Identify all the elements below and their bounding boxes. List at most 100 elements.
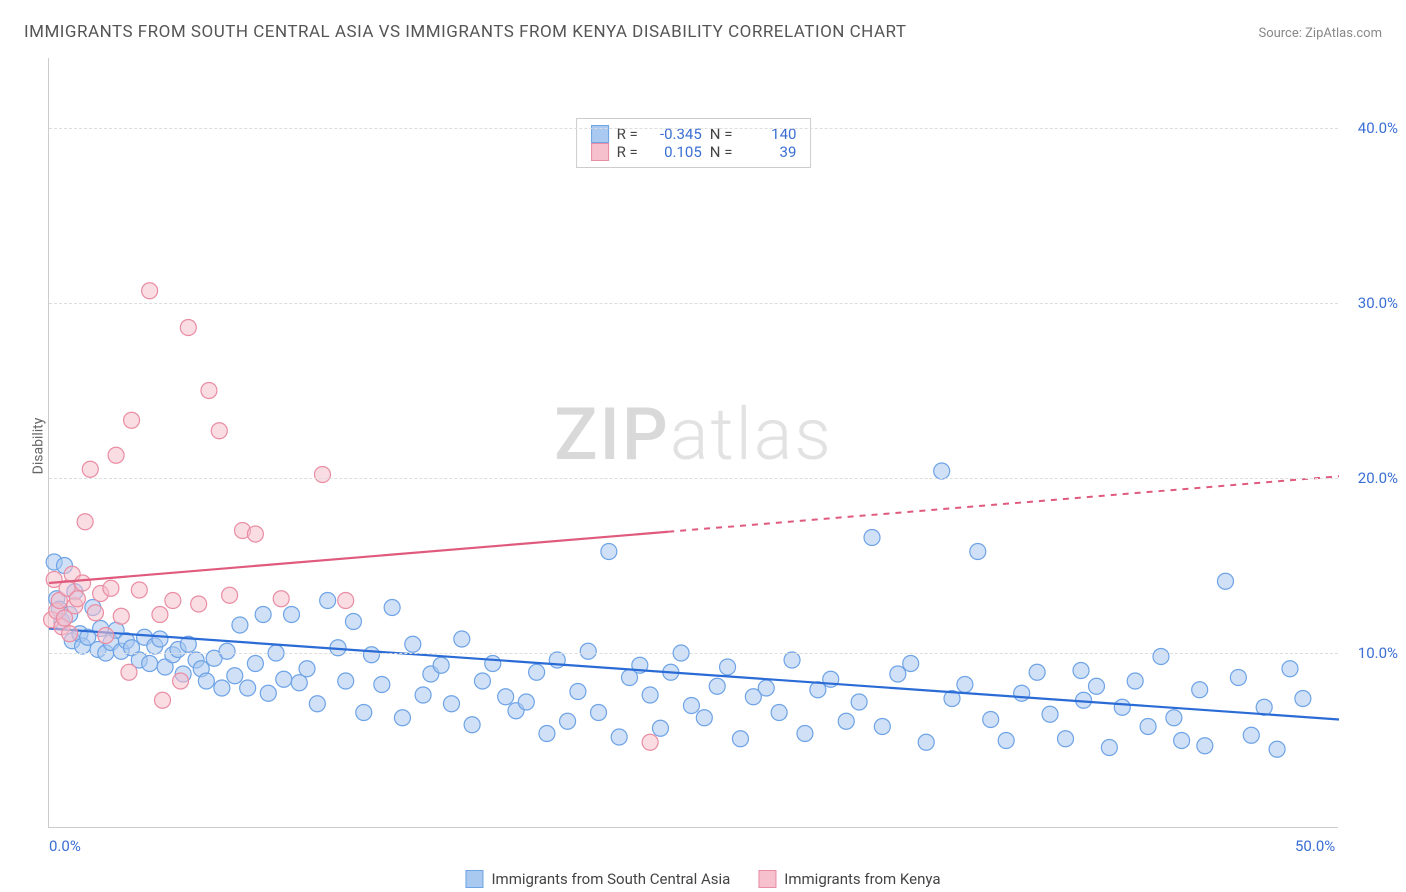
scatter-point (1197, 738, 1213, 754)
scatter-point (121, 664, 137, 680)
scatter-point (1042, 706, 1058, 722)
scatter-point (709, 678, 725, 694)
stats-r-label: R = (617, 143, 638, 161)
scatter-point (1295, 691, 1311, 707)
legend-label: Immigrants from South Central Asia (491, 870, 730, 888)
scatter-point (570, 684, 586, 700)
scatter-point (240, 680, 256, 696)
scatter-point (309, 696, 325, 712)
scatter-point (903, 656, 919, 672)
chart-title: IMMIGRANTS FROM SOUTH CENTRAL ASIA VS IM… (24, 22, 907, 42)
scatter-point (1101, 740, 1117, 756)
stats-r-value: 0.105 (646, 143, 702, 161)
scatter-point (957, 677, 973, 693)
legend-label: Immigrants from Kenya (784, 870, 940, 888)
source-label: Source: ZipAtlas.com (1258, 26, 1382, 41)
scatter-point (284, 607, 300, 623)
scatter-point (152, 607, 168, 623)
scatter-point (560, 713, 576, 729)
scatter-point (998, 733, 1014, 749)
scatter-point (142, 283, 158, 299)
scatter-point (338, 593, 354, 609)
scatter-point (1140, 719, 1156, 735)
scatter-point (320, 593, 336, 609)
legend-swatch (465, 870, 483, 888)
scatter-point (98, 628, 114, 644)
x-tick-label: 50.0% (1295, 837, 1335, 855)
scatter-point (345, 614, 361, 630)
plot-area: ZIPatlas R =-0.345N =140R =0.105N =39 10… (48, 58, 1338, 828)
scatter-point (198, 673, 214, 689)
scatter-point (851, 694, 867, 710)
y-tick-label: 30.0% (1358, 294, 1398, 312)
scatter-point (784, 652, 800, 668)
scatter-point (652, 720, 668, 736)
scatter-point (103, 580, 119, 596)
scatter-point (260, 685, 276, 701)
scatter-point (970, 544, 986, 560)
scatter-point (838, 713, 854, 729)
scatter-point (405, 636, 421, 652)
scatter-point (1174, 733, 1190, 749)
scatter-point (683, 698, 699, 714)
scatter-point (1073, 663, 1089, 679)
scatter-point (299, 661, 315, 677)
scatter-point (247, 526, 263, 542)
scatter-point (464, 717, 480, 733)
scatter-point (191, 596, 207, 612)
scatter-point (211, 423, 227, 439)
scatter-point (255, 607, 271, 623)
scatter-point (314, 467, 330, 483)
scatter-point (1014, 685, 1030, 701)
scatter-point (75, 575, 91, 591)
scatter-point (384, 600, 400, 616)
scatter-point (696, 710, 712, 726)
scatter-point (214, 680, 230, 696)
scatter-point (918, 734, 934, 750)
scatter-point (69, 591, 85, 607)
scatter-point (1269, 741, 1285, 757)
scatter-point (1153, 649, 1169, 665)
scatter-point (934, 463, 950, 479)
scatter-point (356, 705, 372, 721)
scatter-point (219, 643, 235, 659)
y-tick-label: 10.0% (1358, 644, 1398, 662)
gridline-h (49, 128, 1338, 129)
scatter-point (611, 729, 627, 745)
y-tick-label: 20.0% (1358, 469, 1398, 487)
scatter-point (1114, 699, 1130, 715)
scatter-point (758, 680, 774, 696)
scatter-point (173, 673, 189, 689)
scatter-point (518, 694, 534, 710)
scatter-point (1166, 710, 1182, 726)
scatter-point (591, 705, 607, 721)
scatter-point (454, 631, 470, 647)
scatter-point (124, 412, 140, 428)
scatter-point (539, 726, 555, 742)
regression-line (49, 532, 668, 583)
scatter-point (1243, 727, 1259, 743)
scatter-point (394, 710, 410, 726)
stats-box: R =-0.345N =140R =0.105N =39 (576, 118, 812, 168)
scatter-point (338, 673, 354, 689)
scatter-point (291, 675, 307, 691)
scatter-point (1029, 664, 1045, 680)
scatter-point (1217, 573, 1233, 589)
scatter-point (720, 659, 736, 675)
scatter-point (62, 626, 78, 642)
scatter-point (498, 689, 514, 705)
legend-item: Immigrants from South Central Asia (465, 870, 730, 888)
scatter-point (485, 656, 501, 672)
legend-bottom: Immigrants from South Central Asia Immigr… (465, 870, 940, 888)
legend-swatch (758, 870, 776, 888)
scatter-point (87, 605, 103, 621)
stats-n-value: 39 (740, 143, 796, 161)
scatter-point (864, 530, 880, 546)
scatter-point (82, 461, 98, 477)
legend-swatch (591, 143, 609, 161)
scatter-point (232, 617, 248, 633)
scatter-point (433, 657, 449, 673)
scatter-point (131, 582, 147, 598)
y-axis-label: Disability (30, 418, 46, 475)
gridline-h (49, 653, 1338, 654)
